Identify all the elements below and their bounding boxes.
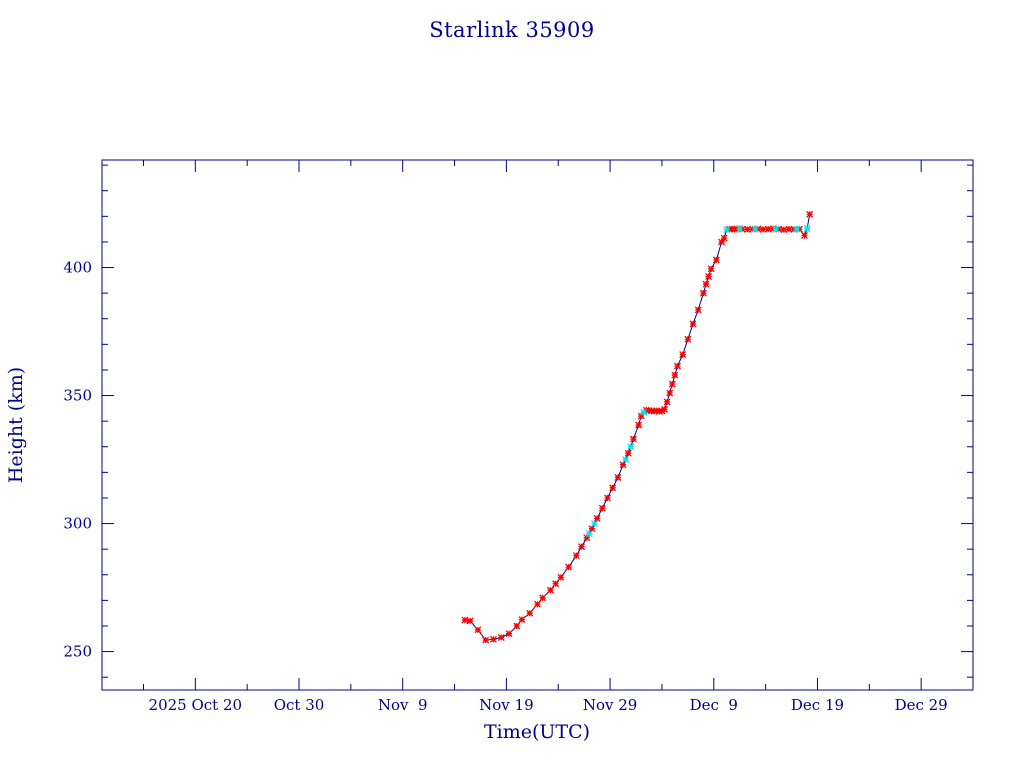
- data-point-cyan: [736, 225, 744, 233]
- data-points: [461, 210, 814, 644]
- y-tick-label: 300: [63, 515, 92, 533]
- data-point-cyan: [622, 456, 630, 464]
- data-point-red: [572, 552, 580, 560]
- data-point-red: [547, 586, 554, 594]
- data-point-red: [539, 594, 547, 602]
- x-tick-label: Nov 29: [583, 696, 638, 714]
- data-point-red: [609, 484, 617, 492]
- x-axis-label: Time(UTC): [484, 721, 590, 743]
- data-point-red: [466, 617, 474, 625]
- data-point-cyan: [627, 443, 635, 451]
- data-point-red: [513, 622, 521, 630]
- data-point-cyan: [803, 225, 811, 233]
- data-point-red: [552, 580, 560, 588]
- y-tick-label: 350: [63, 387, 92, 405]
- x-tick-label: Nov 19: [479, 696, 534, 714]
- data-point-cyan: [723, 226, 731, 234]
- data-point-red: [759, 225, 767, 233]
- x-tick-label: Oct 30: [274, 696, 325, 714]
- data-point-red: [534, 600, 541, 608]
- axis-ticks: [102, 160, 973, 690]
- x-tick-label: Dec 19: [791, 696, 844, 714]
- data-point-red: [785, 225, 793, 233]
- data-point-red: [518, 616, 526, 624]
- data-point-red: [593, 514, 601, 522]
- data-point-red: [674, 362, 681, 370]
- data-point-red: [598, 504, 606, 512]
- data-point-cyan: [793, 225, 801, 233]
- data-point-red: [474, 626, 482, 634]
- data-point-red: [653, 407, 661, 415]
- data-point-red: [707, 265, 715, 273]
- x-tick-label: Dec 9: [690, 696, 738, 714]
- data-point-cyan: [751, 225, 759, 233]
- chart-title: Starlink 35909: [429, 18, 595, 42]
- data-point-red: [578, 543, 586, 551]
- data-point-red: [619, 461, 627, 469]
- data-point-red: [661, 405, 668, 413]
- x-tick-label: Dec 29: [895, 696, 948, 714]
- y-tick-label: 250: [63, 643, 92, 661]
- data-point-red: [720, 234, 728, 242]
- data-point-red: [461, 616, 469, 624]
- data-point-red: [629, 435, 637, 443]
- data-point-red: [658, 407, 666, 415]
- data-point-red: [666, 389, 674, 397]
- data-point-red: [702, 280, 710, 288]
- data-point-red: [689, 320, 697, 328]
- data-point-red: [694, 306, 702, 314]
- data-point-red: [624, 449, 632, 457]
- data-point-red: [764, 225, 772, 233]
- data-point-red: [489, 635, 497, 643]
- data-point-cyan: [772, 225, 780, 233]
- data-point-red: [718, 238, 726, 246]
- data-point-cyan: [640, 408, 648, 416]
- data-point-red: [744, 225, 751, 233]
- data-point-red: [635, 421, 643, 429]
- data-point-red: [806, 210, 814, 218]
- x-tick-label: Nov 9: [378, 696, 428, 714]
- data-point-red: [482, 636, 490, 644]
- data-point-red: [526, 609, 534, 617]
- plot-frame: [101, 159, 974, 691]
- data-point-red: [668, 380, 676, 388]
- axis-tick-labels: 2025 Oct 20 Oct 30 Nov 9 Nov 19 Nov 29 Dec 9 D…: [63, 259, 947, 714]
- data-point-red: [705, 273, 713, 280]
- data-point-red: [557, 573, 565, 581]
- data-point-red: [583, 534, 591, 542]
- data-point-cyan: [585, 530, 593, 538]
- data-point-red: [712, 256, 720, 264]
- data-point-red: [604, 494, 611, 502]
- x-tick-label: 2025 Oct 20: [149, 696, 243, 714]
- data-point-red: [614, 474, 622, 481]
- data-point-red: [588, 525, 596, 533]
- y-tick-label: 400: [63, 259, 92, 277]
- data-point-red: [663, 398, 671, 406]
- data-point-red: [801, 232, 808, 239]
- data-point-red: [780, 226, 788, 234]
- data-point-cyan: [591, 520, 598, 528]
- data-point-red: [699, 289, 707, 297]
- data-point-red: [497, 634, 505, 641]
- data-point-red: [679, 351, 687, 359]
- data-point-red: [684, 335, 692, 343]
- data-point-red: [671, 371, 679, 379]
- y-axis-label: Height (km): [5, 367, 27, 483]
- data-point-red: [637, 412, 645, 420]
- data-point-red: [505, 630, 513, 638]
- data-point-red: [565, 563, 573, 571]
